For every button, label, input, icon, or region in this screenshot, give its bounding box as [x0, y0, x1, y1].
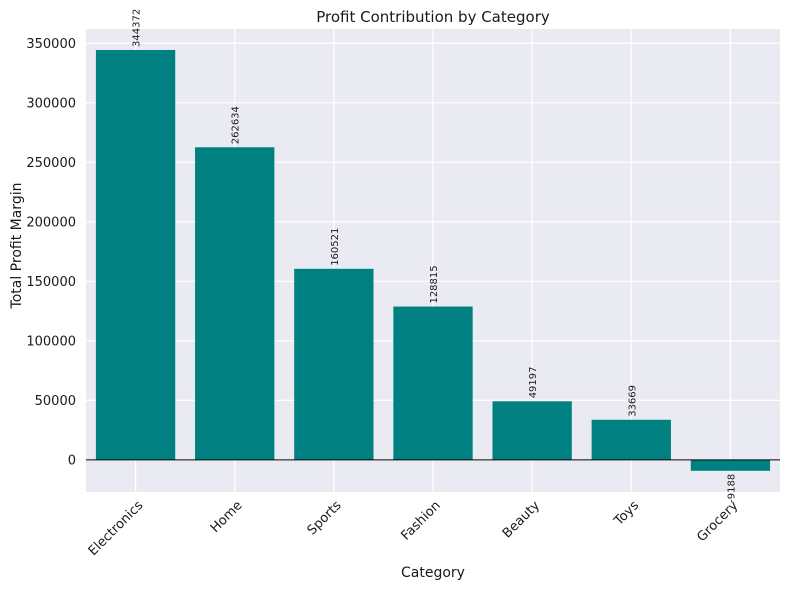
bar [690, 459, 771, 471]
bar [294, 268, 374, 460]
bar [492, 401, 572, 460]
chart-title: Profit Contribution by Category [316, 8, 550, 26]
data-label: 262634 [231, 106, 242, 144]
y-tick-label: 250000 [26, 156, 76, 171]
x-tick-label: Fashion [399, 498, 444, 543]
bar [195, 147, 275, 460]
x-axis-title: Category [401, 565, 465, 581]
data-label: 160521 [330, 228, 341, 266]
bars [95, 49, 771, 471]
y-tick-label: 50000 [35, 394, 76, 409]
data-label: 344372 [132, 9, 143, 47]
y-tick-label: 150000 [26, 275, 76, 290]
x-tick-label: Beauty [500, 498, 543, 541]
y-tick-label: 300000 [26, 96, 76, 111]
x-axis-ticks: Electronics Home Sports Fashion Beauty Toys Gr… [86, 498, 742, 559]
y-tick-label: 350000 [26, 37, 76, 52]
data-label: -9188 [726, 474, 737, 503]
bar [393, 306, 473, 460]
y-tick-label: 200000 [26, 215, 76, 230]
x-tick-label: Toys [611, 498, 642, 529]
x-tick-label: Sports [305, 498, 345, 538]
y-tick-label: 100000 [26, 334, 76, 349]
y-tick-label: 0 [68, 453, 76, 468]
x-tick-label: Grocery [694, 498, 741, 545]
y-axis-ticks: 0 50000 100000 150000 200000 250000 300000 3500… [26, 37, 76, 469]
data-label: 49197 [528, 366, 539, 398]
bar [95, 49, 176, 460]
x-tick-label: Electronics [86, 498, 147, 559]
data-labels: 344372 262634 160521 128815 49197 33669 -9188 [132, 9, 738, 503]
y-axis-title: Total Profit Margin [9, 183, 25, 310]
x-tick-label: Home [208, 498, 246, 536]
data-label: 33669 [627, 385, 638, 417]
data-label: 128815 [429, 265, 440, 303]
bar [591, 419, 671, 460]
